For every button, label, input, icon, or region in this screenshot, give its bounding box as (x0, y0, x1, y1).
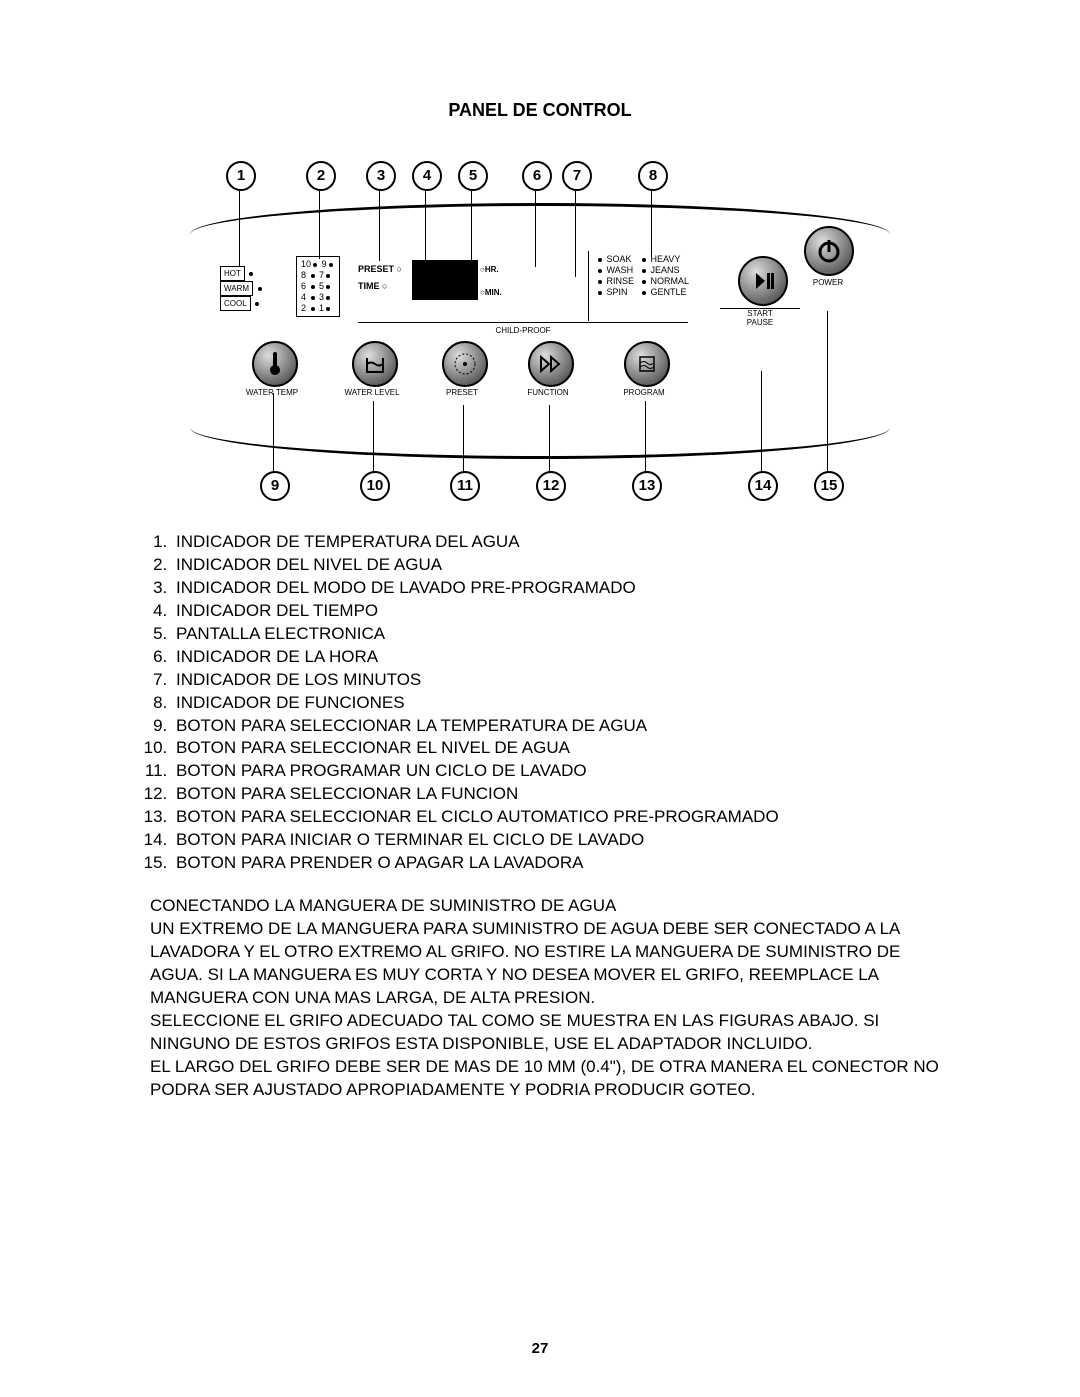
hose-title: CONECTANDO LA MANGUERA DE SUMINISTRO DE … (150, 895, 950, 918)
list-item: BOTON PARA PROGRAMAR UN CICLO DE LAVADO (172, 760, 950, 783)
preset-icon (453, 352, 477, 376)
hot-label: HOT (220, 266, 245, 281)
preset-time-indicator: PRESET ○ TIME ○ (358, 264, 402, 292)
panel-body: HOT WARM COOL 10 9 8 7 6 5 4 3 2 1 PRESE… (190, 216, 890, 446)
callout-6: 6 (522, 161, 552, 191)
leader-line (373, 401, 374, 473)
leader-line (379, 189, 380, 261)
electronic-display (412, 260, 478, 300)
water-temp-label: WATER TEMP (232, 388, 312, 397)
water-level-label: WATER LEVEL (332, 388, 412, 397)
document-page: PANEL DE CONTROL 1 2 3 4 5 6 7 8 9 10 11… (0, 0, 1080, 1397)
callout-3: 3 (366, 161, 396, 191)
power-button[interactable] (804, 226, 854, 276)
leader-line (651, 189, 652, 257)
child-proof-label: CHILD-PROOF (358, 322, 688, 336)
hose-para1: UN EXTREMO DE LA MANGUERA PARA SUMINISTR… (150, 918, 950, 1010)
leader-line (827, 311, 828, 473)
water-level-indicator: 10 9 8 7 6 5 4 3 2 1 (296, 256, 340, 317)
list-item: BOTON PARA SELECCIONAR LA TEMPERATURA DE… (172, 715, 950, 738)
leader-line (471, 189, 472, 264)
list-item: INDICADOR DEL NIVEL DE AGUA (172, 554, 950, 577)
callout-10: 10 (360, 471, 390, 501)
power-icon (816, 238, 842, 264)
start-pause-button[interactable] (738, 256, 788, 306)
leader-line (463, 405, 464, 473)
program-icon (636, 353, 658, 375)
leader-line (319, 189, 320, 259)
page-number: 27 (0, 1340, 1080, 1357)
power-label: POWER (788, 278, 868, 287)
cool-label: COOL (220, 296, 251, 311)
hose-para3: EL LARGO DEL GRIFO DEBE SER DE MAS DE 10… (150, 1056, 950, 1102)
leader-line (575, 189, 576, 277)
list-item: INDICADOR DE TEMPERATURA DEL AGUA (172, 531, 950, 554)
leader-line (549, 405, 550, 473)
parts-list: INDICADOR DE TEMPERATURA DEL AGUA INDICA… (150, 531, 950, 875)
hose-para2: SELECCIONE EL GRIFO ADECUADO TAL COMO SE… (150, 1010, 950, 1056)
program-label: PROGRAM (604, 388, 684, 397)
page-title: PANEL DE CONTROL (130, 100, 950, 121)
leader-line (273, 393, 274, 473)
control-panel-diagram: 1 2 3 4 5 6 7 8 9 10 11 12 13 14 15 (190, 161, 890, 501)
callout-14: 14 (748, 471, 778, 501)
preset-button[interactable] (442, 341, 488, 387)
water-temp-indicator: HOT WARM COOL (220, 266, 264, 311)
callout-1: 1 (226, 161, 256, 191)
water-temp-button[interactable] (252, 341, 298, 387)
divider (588, 251, 589, 321)
function-indicator: SOAK WASH RINSE SPIN (596, 254, 634, 298)
list-item: BOTON PARA INICIAR O TERMINAR EL CICLO D… (172, 829, 950, 852)
preset-label: PRESET (422, 388, 502, 397)
callout-12: 12 (536, 471, 566, 501)
list-item: BOTON PARA PRENDER O APAGAR LA LAVADORA (172, 852, 950, 875)
function-icon (539, 355, 563, 373)
callout-4: 4 (412, 161, 442, 191)
play-pause-icon (751, 269, 775, 293)
program-indicator: HEAVY JEANS NORMAL GENTLE (640, 254, 689, 298)
list-item: INDICADOR DE LA HORA (172, 646, 950, 669)
water-level-icon (364, 354, 386, 374)
list-item: BOTON PARA SELECCIONAR EL CICLO AUTOMATI… (172, 806, 950, 829)
water-level-button[interactable] (352, 341, 398, 387)
start-label: STARTPAUSE (720, 308, 800, 327)
function-label: FUNCTION (508, 388, 588, 397)
warm-label: WARM (220, 281, 253, 296)
list-item: INDICADOR DEL TIEMPO (172, 600, 950, 623)
leader-line (645, 401, 646, 473)
leader-line (425, 189, 426, 272)
list-item: BOTON PARA SELECCIONAR LA FUNCION (172, 783, 950, 806)
program-button[interactable] (624, 341, 670, 387)
list-item: INDICADOR DE LOS MINUTOS (172, 669, 950, 692)
callout-8: 8 (638, 161, 668, 191)
callout-11: 11 (450, 471, 480, 501)
callout-5: 5 (458, 161, 488, 191)
callout-15: 15 (814, 471, 844, 501)
leader-line (239, 189, 240, 267)
list-item: INDICADOR DEL MODO DE LAVADO PRE-PROGRAM… (172, 577, 950, 600)
leader-line (761, 371, 762, 473)
hose-section: CONECTANDO LA MANGUERA DE SUMINISTRO DE … (150, 895, 950, 1101)
list-item: INDICADOR DE FUNCIONES (172, 692, 950, 715)
hr-min-indicator: ○HR. ○MIN. (480, 264, 502, 298)
callout-7: 7 (562, 161, 592, 191)
list-item: PANTALLA ELECTRONICA (172, 623, 950, 646)
function-button[interactable] (528, 341, 574, 387)
callout-2: 2 (306, 161, 336, 191)
leader-line (535, 189, 536, 267)
list-item: BOTON PARA SELECCIONAR EL NIVEL DE AGUA (172, 737, 950, 760)
thermometer-icon (266, 352, 284, 376)
callout-9: 9 (260, 471, 290, 501)
callout-13: 13 (632, 471, 662, 501)
